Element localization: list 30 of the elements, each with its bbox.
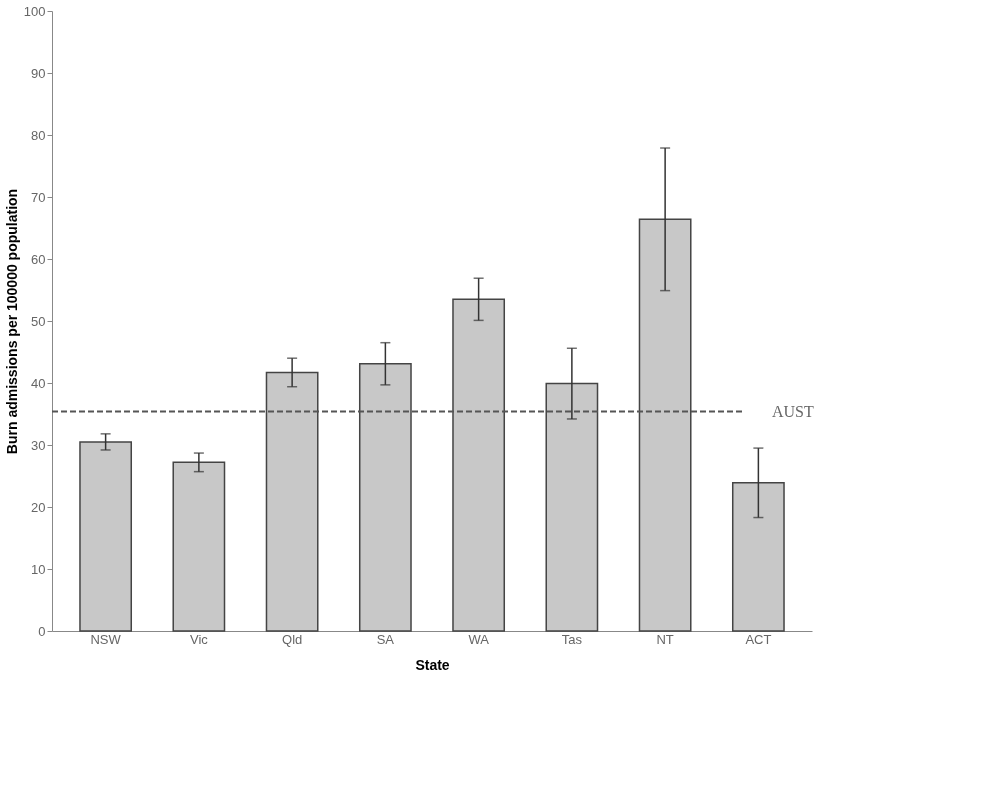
y-tick-label: 10 bbox=[31, 561, 46, 577]
x-tick-label: ACT bbox=[745, 631, 772, 647]
bar bbox=[452, 298, 506, 632]
x-tick-label: NT bbox=[656, 631, 674, 647]
bar bbox=[358, 363, 412, 632]
x-tick-label: Vic bbox=[189, 631, 209, 647]
y-tick-label: 60 bbox=[31, 251, 46, 267]
x-tick-label: Tas bbox=[561, 631, 583, 647]
x-axis-title: State bbox=[415, 656, 450, 673]
y-tick-label: 90 bbox=[31, 65, 46, 81]
bar bbox=[265, 371, 319, 632]
y-tick-label: 70 bbox=[31, 189, 46, 205]
y-tick-label: 100 bbox=[23, 3, 46, 19]
bar bbox=[79, 441, 133, 632]
y-axis-title: Burn admissions per 100000 population bbox=[3, 188, 20, 455]
bar bbox=[545, 382, 599, 632]
y-tick-label: 80 bbox=[31, 127, 46, 143]
x-tick-label: SA bbox=[376, 631, 395, 647]
x-tick-label: NSW bbox=[90, 631, 122, 647]
x-tick-label: Qld bbox=[282, 631, 303, 647]
y-tick-label: 0 bbox=[38, 623, 46, 639]
bar bbox=[731, 482, 785, 632]
y-tick-label: 30 bbox=[31, 437, 46, 453]
y-tick-label: 50 bbox=[31, 313, 46, 329]
y-tick-label: 40 bbox=[31, 375, 46, 391]
bar bbox=[172, 461, 226, 632]
ref-line-label: AUST bbox=[772, 402, 815, 420]
bar bbox=[638, 218, 692, 632]
x-tick-label: WA bbox=[468, 631, 490, 647]
y-tick-label: 20 bbox=[31, 499, 46, 515]
